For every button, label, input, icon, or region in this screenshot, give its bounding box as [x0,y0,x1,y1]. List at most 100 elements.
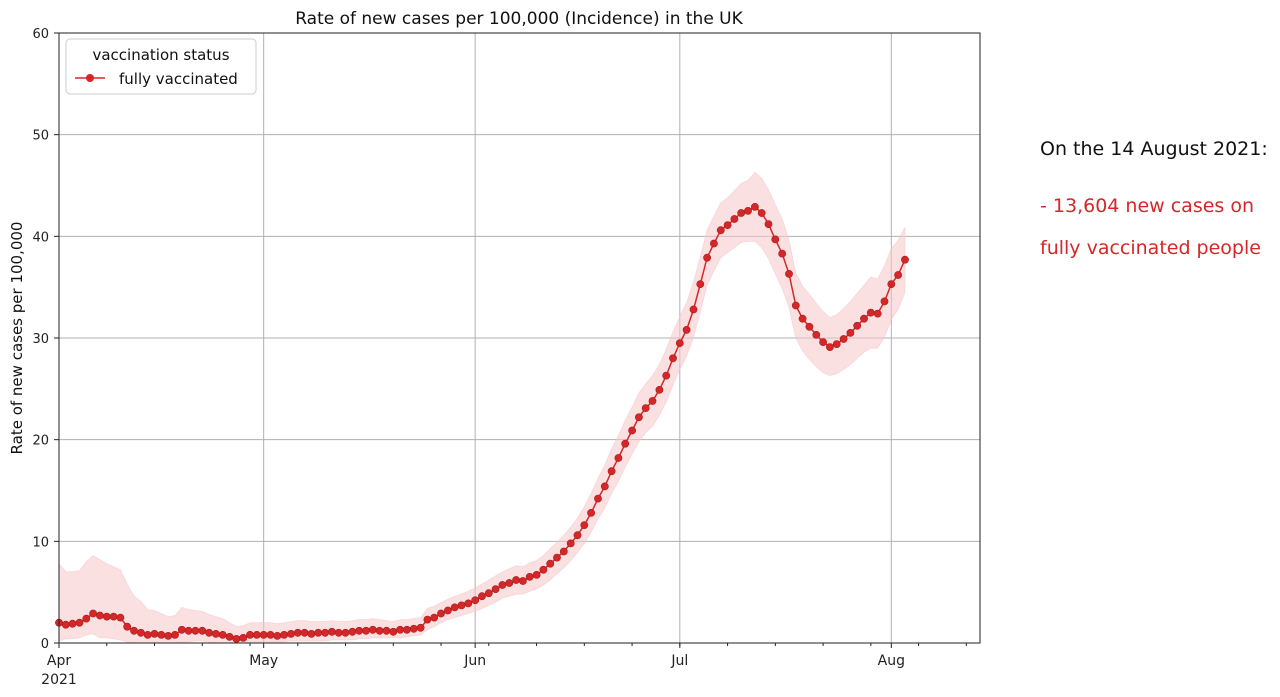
data-point [655,385,664,394]
data-point [280,631,288,639]
data-point [423,615,432,624]
data-point [621,439,630,448]
data-point [273,632,282,640]
data-point [396,625,404,634]
data-point [252,631,261,639]
data-point [798,314,807,323]
legend-entry-label: fully vaccinated [119,70,238,88]
data-point [362,626,370,635]
data-point [430,613,439,622]
data-point [225,633,234,641]
data-point [812,330,821,339]
data-point [901,255,909,264]
y-tick-label: 10 [32,535,49,550]
data-point [860,314,868,323]
data-point [764,220,773,228]
data-point [437,609,445,618]
data-point [471,596,480,605]
y-axis-label: Rate of new cases per 100,000 [8,222,26,455]
annotation-cases: - 13,604 new cases on [1040,195,1255,217]
data-point [89,609,97,618]
x-tick-label: Jun [463,653,486,669]
data-point [873,309,882,318]
data-point [450,603,459,612]
data-point [491,585,500,593]
data-point [327,627,336,636]
data-point [246,631,254,639]
data-point [75,618,84,627]
data-point [368,625,377,634]
data-point [546,559,555,568]
data-point [580,521,589,529]
data-point [116,613,125,622]
data-point [607,467,616,476]
data-point [102,612,111,621]
data-point [587,509,595,517]
data-point [457,601,466,610]
data-point [662,371,671,380]
data-point [109,612,118,621]
data-point [744,206,752,215]
plot-frame [58,32,981,644]
data-point [218,631,227,639]
data-point [866,308,875,317]
y-tick-label: 40 [32,230,49,245]
data-point [402,625,411,634]
legend: vaccination status fully vaccinated [65,38,257,95]
data-point [628,426,636,435]
legend-swatch-marker [86,74,94,82]
data-point [512,576,520,584]
y-tick-label: 20 [32,434,49,449]
data-point [710,239,718,248]
data-point [853,321,862,330]
data-point [150,630,159,638]
data-point [832,340,841,348]
y-tick-label: 30 [32,332,49,347]
data-point [232,635,241,643]
data-point [416,623,425,632]
data-point [389,627,398,636]
confidence-band [58,171,906,644]
annotation-heading: On the 14 August 2021: [1040,138,1268,160]
data-point [300,628,309,637]
annotation-group: fully vaccinated people [1040,237,1261,259]
data-point [157,631,166,639]
data-point [880,297,889,306]
data-point [123,622,132,631]
data-point [314,628,323,637]
y-tick-label: 60 [32,27,49,42]
data-point [341,628,350,637]
data-point [689,305,698,314]
legend-title: vaccination status [92,46,229,64]
data-point [143,631,152,639]
data-point [778,249,787,258]
legend-frame [65,38,257,95]
data-point [839,335,848,343]
data-point [355,626,364,635]
data-point [703,253,711,262]
data-point [525,573,534,581]
data-point [191,626,200,635]
data-point [751,202,759,211]
data-point [464,599,473,608]
data-point [737,209,746,217]
data-point [498,581,507,589]
data-point [532,571,541,579]
data-point [894,271,902,279]
data-point [757,209,766,217]
data-point [846,328,855,337]
data-point [887,280,896,288]
data-point [559,547,568,556]
data-point [641,404,650,412]
data-point [198,626,207,635]
data-point [287,630,295,638]
data-point [409,624,418,633]
data-point [321,628,329,637]
data-point [375,626,384,635]
data-point [348,627,357,636]
data-point [614,454,623,462]
data-point [519,577,527,585]
data-point [600,482,609,491]
axes [54,32,981,648]
